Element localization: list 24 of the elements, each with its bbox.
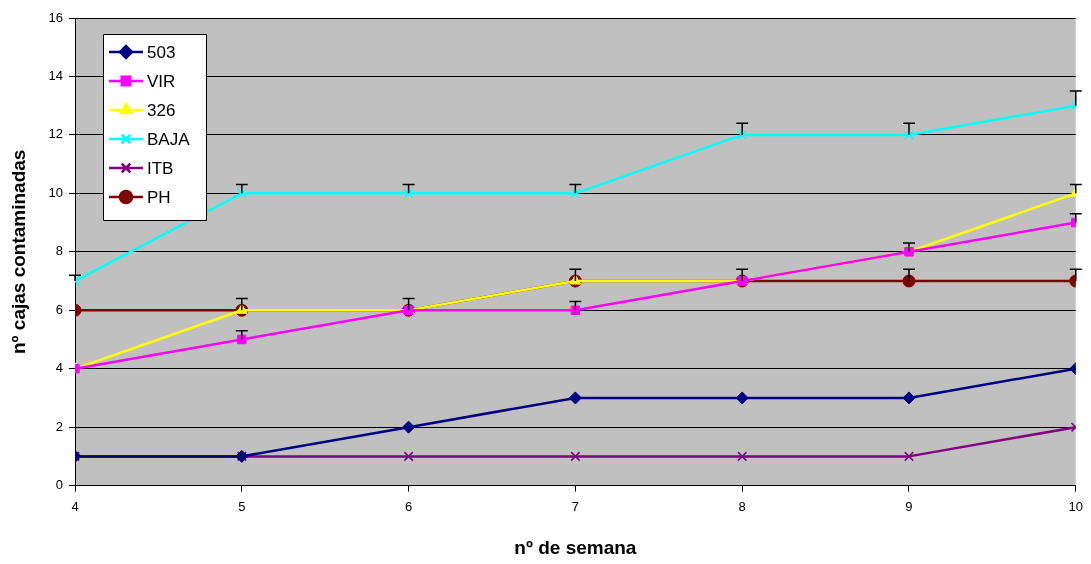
x-tick-label: 9 [905, 498, 913, 514]
legend-label: 326 [147, 100, 176, 120]
x-axis-title: nº de semana [514, 536, 637, 558]
x-tick-label: 4 [71, 498, 79, 514]
legend-label: BAJA [147, 129, 191, 149]
x-tick-label: 7 [571, 498, 579, 514]
y-tick-label: 8 [55, 243, 63, 259]
y-tick-label: 10 [48, 184, 63, 200]
x-tick-label: 10 [1068, 498, 1083, 514]
legend-label: 503 [147, 42, 176, 62]
legend-label: ITB [147, 158, 174, 178]
y-tick-label: 2 [55, 418, 63, 434]
x-tick-label: 8 [738, 498, 746, 514]
legend-label: VIR [147, 71, 176, 91]
y-tick-label: 6 [55, 301, 63, 317]
y-tick-label: 16 [48, 9, 63, 25]
y-tick-label: 4 [55, 360, 63, 376]
legend-label: PH [147, 187, 171, 207]
y-axis-title: nº cajas contaminadas [7, 149, 29, 355]
y-tick-label: 0 [55, 477, 63, 493]
x-tick-label: 5 [238, 498, 246, 514]
x-tick-label: 6 [404, 498, 413, 514]
y-tick-label: 14 [48, 68, 63, 84]
y-tick-label: 12 [48, 126, 63, 142]
